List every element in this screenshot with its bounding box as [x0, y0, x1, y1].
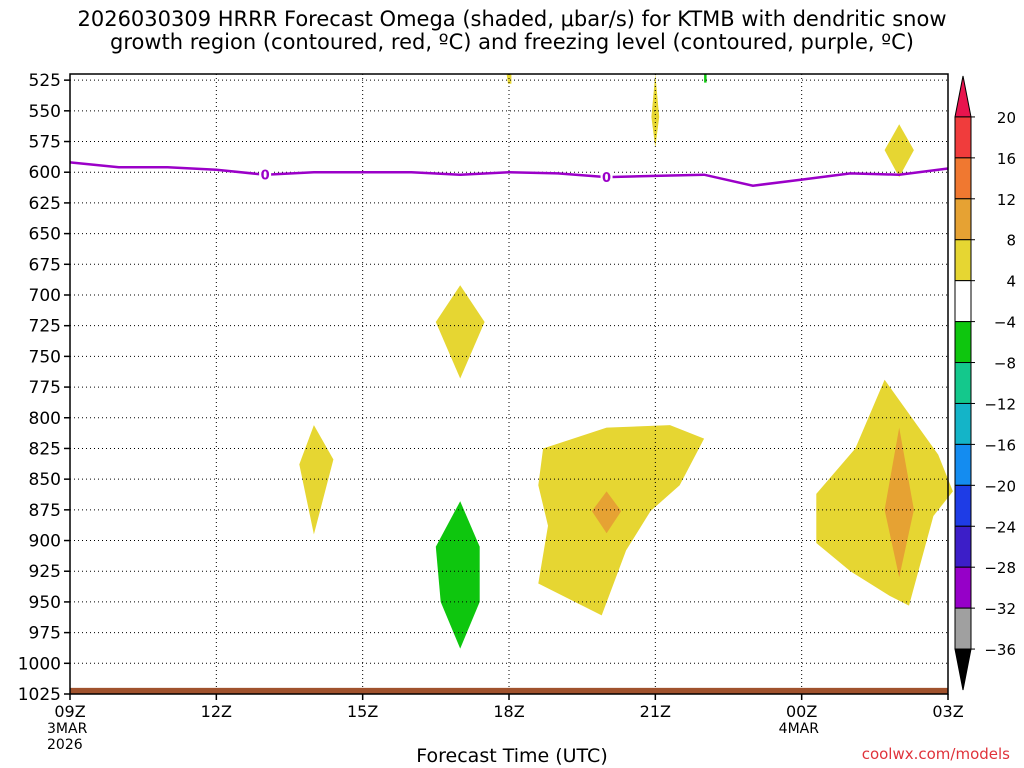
omega-region-sinking-4-8-h: [435, 501, 480, 649]
x-tick-label: 4MAR: [779, 721, 820, 737]
colorbar-swatch: [954, 484, 972, 527]
y-tick-label: 600: [29, 163, 61, 183]
colorbar-swatch: [954, 157, 972, 200]
freezing-level-label: 0: [602, 171, 611, 186]
colorbar-swatch: [954, 443, 972, 486]
y-tick-label: 625: [29, 194, 61, 214]
y-tick-label: 1025: [18, 685, 61, 705]
omega-regions: [299, 74, 953, 649]
y-tick-label: 525: [29, 71, 61, 91]
omega-region-rising-4-8-c: [538, 425, 705, 616]
colorbar-top-arrow: [954, 75, 972, 118]
colorbar-swatch: [954, 566, 972, 609]
x-tick-label: 21Z: [640, 702, 671, 721]
x-tick-label: 15Z: [347, 702, 378, 721]
colorbar-label: −28: [984, 559, 1016, 577]
colorbar-label: −4: [994, 314, 1016, 332]
freezing-label-bg: [259, 166, 272, 183]
x-tick-label: 3MAR: [47, 721, 88, 737]
y-tick-label: 550: [29, 102, 61, 122]
title-line-2: growth region (contoured, red, ºC) and f…: [110, 30, 914, 54]
y-tick-label: 925: [29, 562, 61, 582]
colorbar-swatch: [954, 198, 972, 241]
y-tick-label: 775: [29, 378, 61, 398]
y-tick-label: 575: [29, 133, 61, 153]
colorbar-swatch: [954, 402, 972, 445]
colorbar-label: −16: [984, 436, 1016, 454]
credit-text: coolwx.com/models: [861, 745, 1010, 763]
y-tick-label: 675: [29, 255, 61, 275]
omega-region-rising-8-12-c: [591, 491, 622, 534]
colorbar-label: 4: [1006, 273, 1016, 291]
x-axis-label: Forecast Time (UTC): [416, 745, 608, 767]
chart-title: 2026030309 HRRR Forecast Omega (shaded, …: [0, 8, 1024, 54]
colorbar-label: 16: [997, 150, 1016, 168]
colorbar: 20 16 12 8 4 −4 −8 −12 −16 −20 −24 −28 −32 −36: [954, 75, 1016, 691]
y-tick-label: 825: [29, 439, 61, 459]
colorbar-label: −8: [994, 355, 1016, 373]
omega-region-rising-4-8-e: [884, 124, 914, 178]
colorbar-swatch: [954, 116, 972, 159]
omega-region-rising-4-8-b: [299, 425, 334, 535]
y-axis: 525 550 575 600 625 650 675 700 725 750 775 800 825 8…: [18, 71, 70, 705]
colorbar-swatch: [954, 607, 972, 650]
omega-region-rising-8-12-d: [884, 427, 914, 578]
colorbar-swatch: [954, 239, 972, 282]
colorbar-label: −12: [984, 395, 1016, 413]
colorbar-label: −32: [984, 600, 1016, 618]
y-tick-label: 750: [29, 347, 61, 367]
y-tick-label: 950: [29, 593, 61, 613]
x-tick-label: 18Z: [493, 702, 524, 721]
grid-lines: [69, 74, 949, 695]
x-tick-label: 12Z: [201, 702, 232, 721]
colorbar-bottom-arrow: [954, 648, 972, 691]
colorbar-swatch: [954, 525, 972, 568]
x-tick-label: 00Z: [786, 702, 817, 721]
y-tick-label: 875: [29, 501, 61, 521]
colorbar-label: −36: [984, 641, 1016, 659]
freezing-level-label: 0: [261, 169, 270, 184]
freezing-label-bg: [600, 169, 613, 186]
y-tick-label: 700: [29, 286, 61, 306]
colorbar-swatch: [954, 321, 972, 364]
omega-region-rising-4-8-d: [816, 379, 953, 606]
title-line-1: 2026030309 HRRR Forecast Omega (shaded, …: [77, 7, 947, 31]
colorbar-label: 8: [1006, 232, 1016, 250]
y-tick-label: 850: [29, 470, 61, 490]
x-tick-label: 09Z: [54, 702, 85, 721]
omega-region-rising-4-8-a: [435, 285, 485, 379]
omega-region-sinking-4-8-i: [704, 74, 707, 83]
y-tick-label: 975: [29, 624, 61, 644]
colorbar-label: −24: [984, 518, 1016, 536]
terrain-band: [70, 687, 948, 694]
colorbar-label: −20: [984, 477, 1016, 495]
colorbar-swatch: [954, 362, 972, 404]
y-tick-label: 900: [29, 532, 61, 552]
y-tick-label: 800: [29, 409, 61, 429]
colorbar-swatch: [954, 280, 972, 323]
colorbar-label: 12: [997, 191, 1016, 209]
colorbar-label: 20: [997, 109, 1016, 127]
y-tick-label: 650: [29, 225, 61, 245]
x-tick-label: 03Z: [932, 702, 963, 721]
surface-terrain: [70, 687, 948, 694]
y-tick-label: 725: [29, 317, 61, 337]
x-tick-label: 2026: [47, 737, 83, 753]
y-tick-label: 1000: [18, 654, 61, 674]
freezing-level-line: [69, 161, 949, 187]
